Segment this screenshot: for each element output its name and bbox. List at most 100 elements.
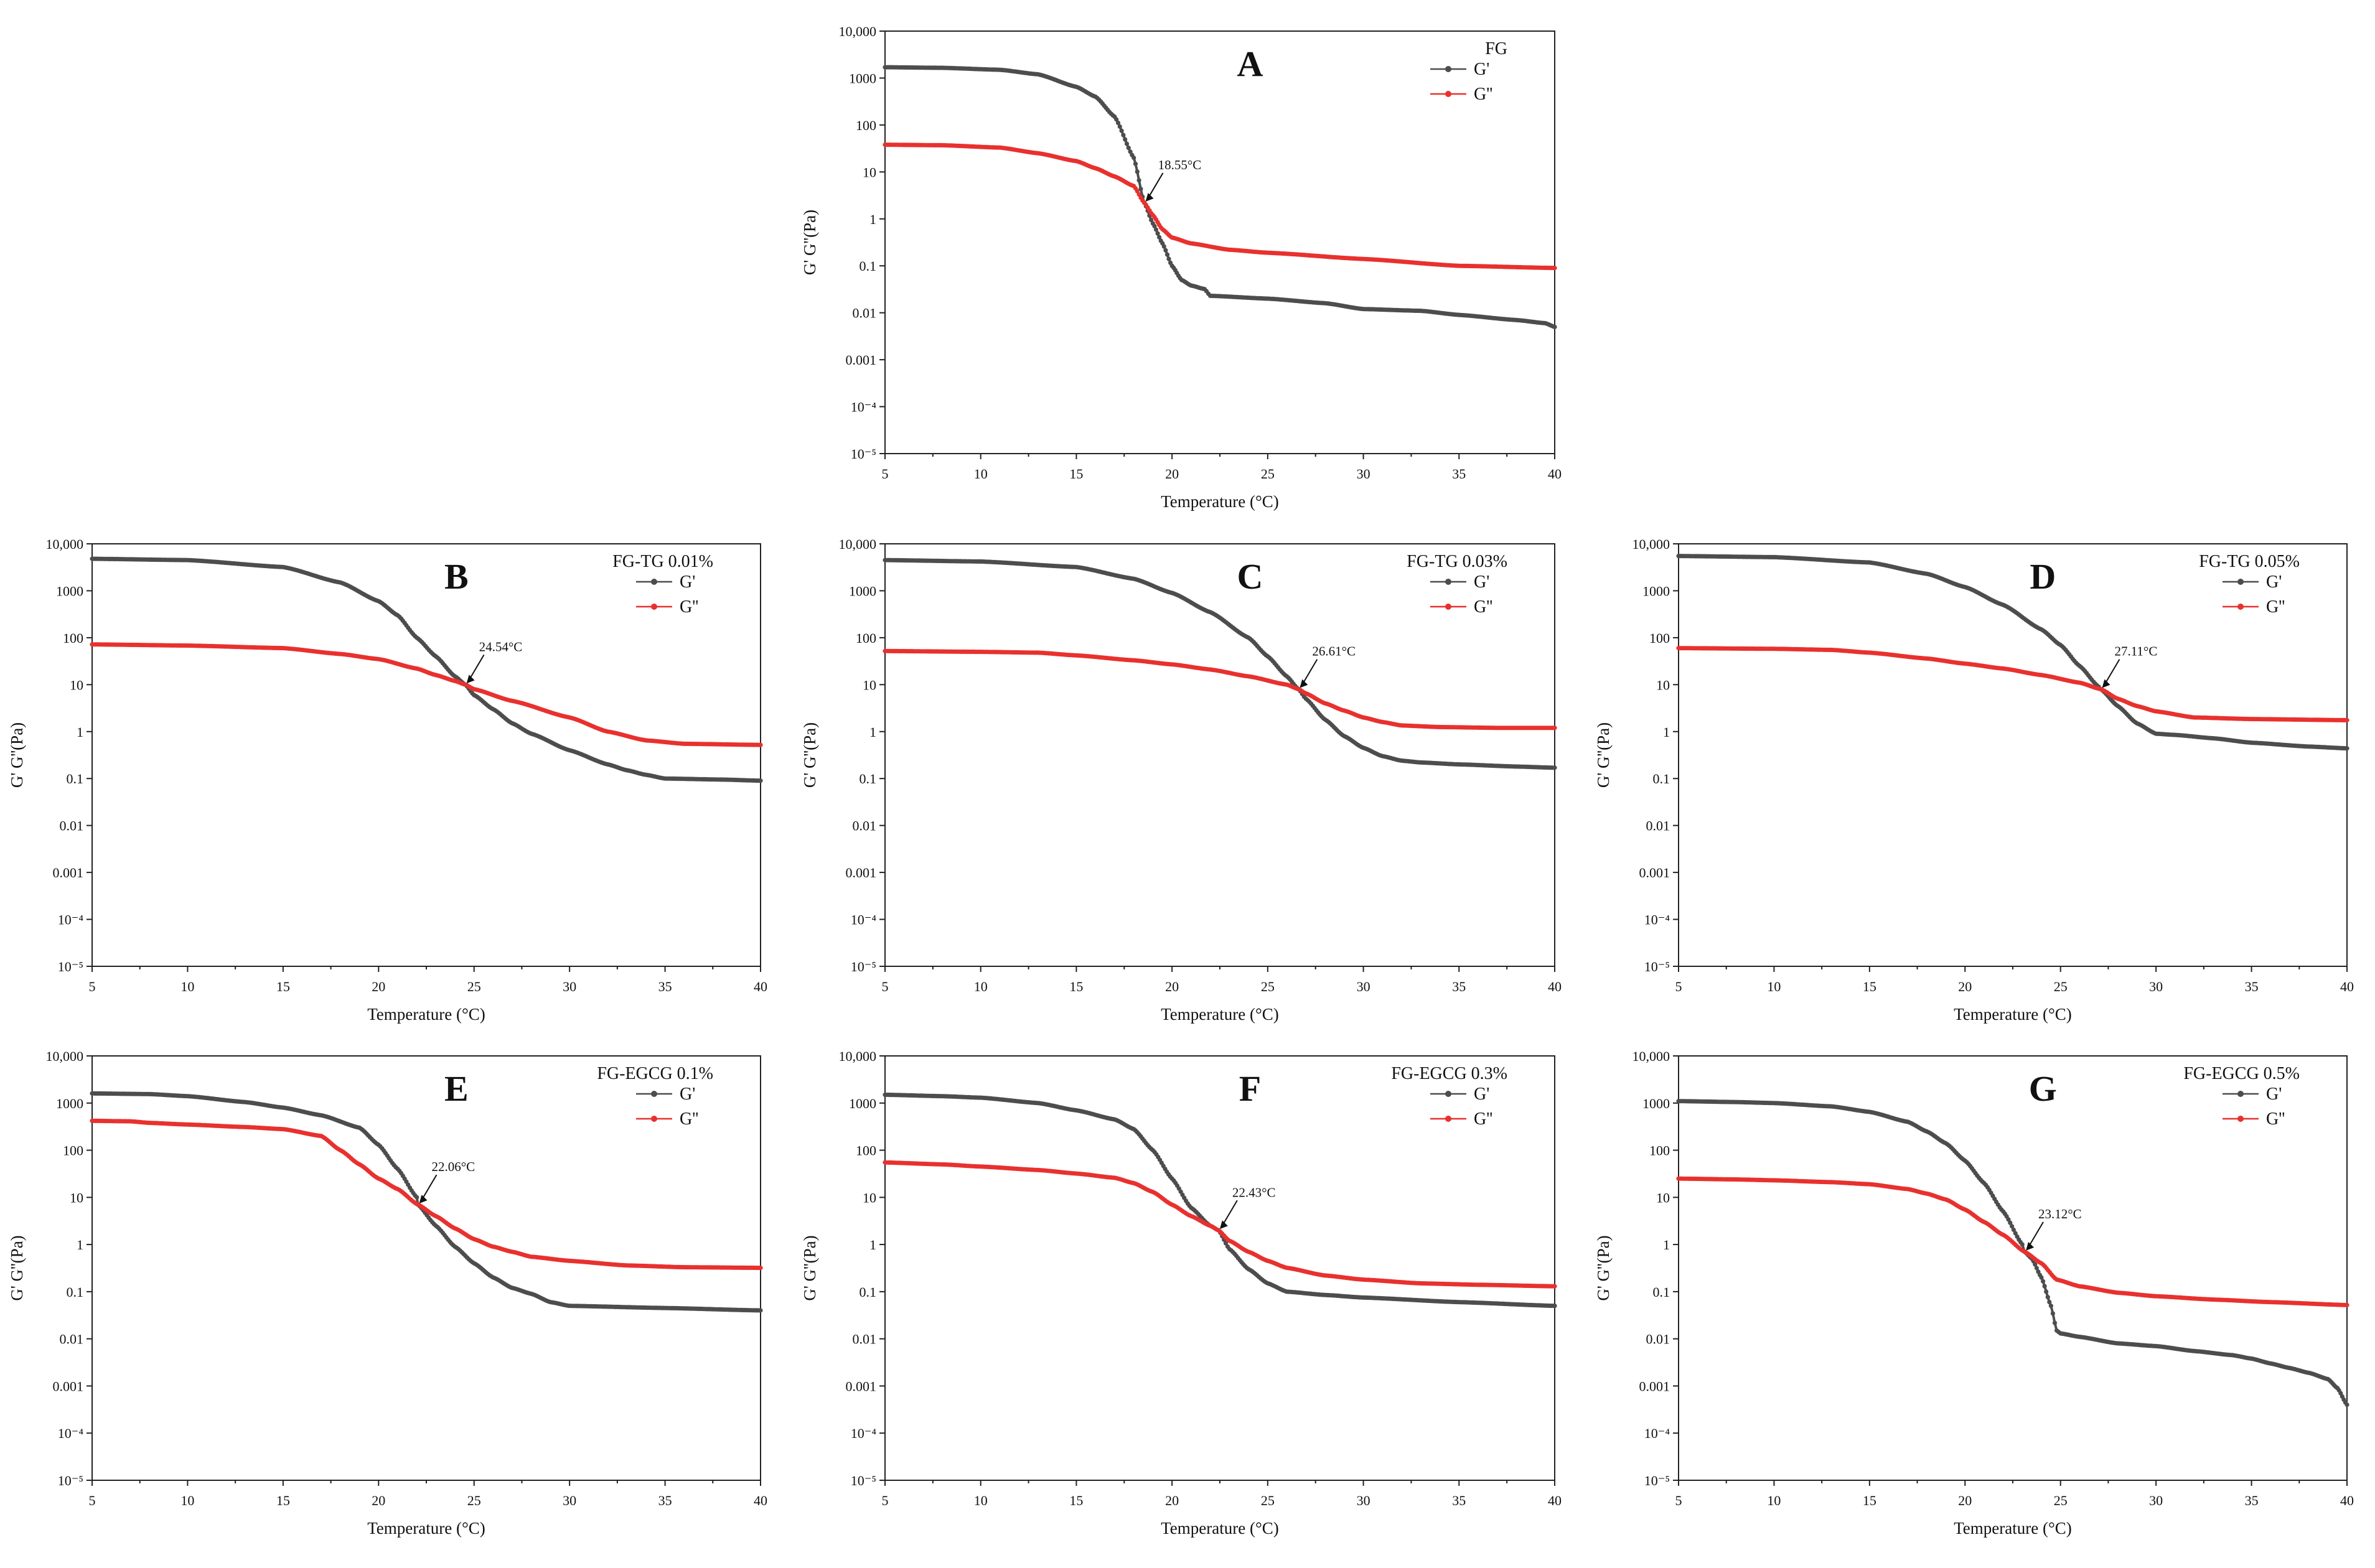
data-point [758, 742, 763, 747]
data-point [1133, 161, 1138, 166]
x-tick-label: 30 [1357, 979, 1370, 994]
y-tick-label: 10 [70, 677, 83, 693]
x-tick-label: 20 [1165, 979, 1179, 994]
x-tick-label: 15 [1069, 466, 1083, 482]
y-tick-label: 10,000 [46, 536, 84, 552]
y-tick-label: 10,000 [46, 1048, 84, 1064]
data-point [758, 778, 763, 783]
chart-panel-a: 5 10 15 20 25 30 35 4010,00010001001010.10.010.… [800, 24, 1562, 511]
x-tick-label: 20 [372, 1493, 385, 1508]
x-tick-label: 20 [372, 979, 385, 994]
series-g-double-prime [883, 142, 1557, 271]
x-tick-label: 40 [1548, 466, 1562, 482]
x-tick-label: 25 [467, 1493, 481, 1508]
legend-label-g-double-prime: G'' [2266, 597, 2285, 617]
y-tick-label: 0.01 [853, 306, 877, 321]
y-tick-label: 1000 [56, 1096, 83, 1111]
y-axis-title: G' G''(Pa) [800, 210, 819, 275]
x-tick-label: 40 [2340, 979, 2354, 994]
y-tick-label: 0.01 [853, 818, 877, 834]
x-tick-label: 35 [658, 1493, 672, 1508]
data-point [1136, 178, 1141, 183]
legend-label-g-prime: G' [1474, 572, 1489, 592]
legend-marker-g-double-prime [1445, 604, 1451, 610]
x-tick-label: 35 [2245, 979, 2259, 994]
x-tick-label: 35 [658, 979, 672, 994]
data-point [2345, 717, 2349, 722]
data-point [1164, 252, 1170, 257]
legend-label-g-double-prime: G'' [680, 597, 698, 617]
x-axis-title: Temperature (°C) [1954, 1005, 2072, 1024]
y-tick-label: 10⁻⁴ [851, 1426, 877, 1441]
crossover-label: 22.06°C [431, 1159, 475, 1174]
y-tick-label: 10 [863, 164, 876, 180]
legend-label-g-prime: G' [2266, 572, 2282, 592]
y-tick-label: 10,000 [1633, 536, 1670, 552]
x-tick-label: 5 [89, 1493, 96, 1508]
y-tick-label: 0.1 [67, 771, 84, 786]
data-point [1552, 266, 1557, 271]
x-tick-label: 20 [1165, 466, 1179, 482]
legend-title: FG-EGCG 0.1% [597, 1064, 713, 1083]
legend-marker-g-double-prime [1445, 1116, 1451, 1122]
y-tick-label: 1 [869, 212, 876, 227]
data-point [1152, 223, 1157, 228]
y-tick-label: 1000 [56, 583, 83, 599]
legend-marker-g-double-prime [1445, 91, 1451, 97]
x-tick-label: 10 [180, 979, 194, 994]
x-tick-label: 40 [1548, 1493, 1562, 1508]
legend-label-g-prime: G' [680, 1085, 695, 1104]
data-point [1161, 244, 1166, 249]
x-axis-title: Temperature (°C) [1161, 1519, 1279, 1538]
y-tick-label: 10 [863, 677, 876, 693]
x-tick-label: 25 [1261, 1493, 1275, 1508]
legend-label-g-double-prime: G'' [1474, 85, 1492, 104]
crossover-arrowhead [1145, 192, 1154, 202]
y-tick-label: 1000 [849, 583, 876, 599]
data-point [1115, 120, 1121, 125]
panel-letter: E [444, 1068, 469, 1109]
x-axis-title: Temperature (°C) [367, 1519, 485, 1538]
y-tick-label: 0.1 [860, 1284, 877, 1300]
y-tick-label: 0.001 [1639, 865, 1670, 880]
legend-marker-g-prime [651, 579, 657, 585]
x-tick-label: 10 [974, 1493, 988, 1508]
crossover-label: 18.55°C [1158, 157, 1202, 172]
x-tick-label: 5 [882, 1493, 889, 1508]
x-tick-label: 30 [563, 979, 576, 994]
chart-panel-b: 5 10 15 20 25 30 35 4010,00010001001010.10.010.… [7, 536, 767, 1024]
x-tick-label: 15 [1069, 979, 1083, 994]
y-tick-label: 1 [869, 1237, 876, 1253]
y-tick-label: 0.001 [846, 352, 877, 368]
y-tick-label: 100 [63, 1143, 83, 1159]
data-point [1121, 133, 1126, 138]
data-point [1157, 235, 1162, 240]
x-tick-label: 5 [89, 979, 96, 994]
panel-letter: F [1239, 1068, 1261, 1109]
x-tick-label: 20 [1958, 979, 1972, 994]
y-tick-label: 1 [77, 1237, 83, 1253]
data-point [1126, 146, 1131, 151]
series-g-prime [883, 65, 1557, 330]
data-point [1123, 137, 1128, 142]
data-point [1138, 187, 1143, 192]
legend-label-g-double-prime: G'' [680, 1109, 698, 1129]
y-tick-label: 1 [869, 724, 876, 740]
x-tick-label: 30 [1357, 466, 1370, 482]
y-tick-label: 0.001 [846, 1378, 877, 1394]
crossover-label: 26.61°C [1312, 644, 1356, 659]
data-point [1149, 218, 1154, 223]
legend-marker-g-prime [2237, 579, 2244, 585]
legend-label-g-double-prime: G'' [1474, 597, 1492, 617]
legend-marker-g-prime [1445, 1091, 1451, 1097]
panel-letter: D [2030, 556, 2056, 597]
series-g-double-prime [90, 642, 763, 747]
legend-title: FG-TG 0.01% [612, 552, 713, 571]
legend-marker-g-prime [1445, 66, 1451, 72]
y-tick-label: 100 [856, 118, 876, 133]
x-axis-title: Temperature (°C) [367, 1005, 485, 1024]
x-tick-label: 35 [1452, 1493, 1466, 1508]
x-tick-label: 25 [467, 979, 481, 994]
